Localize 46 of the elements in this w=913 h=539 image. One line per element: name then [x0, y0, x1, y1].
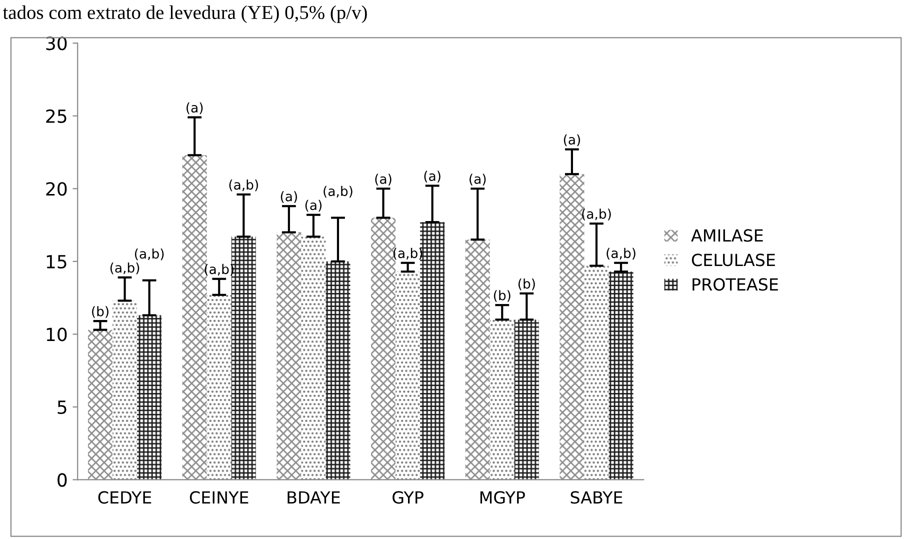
x-tick-label: SABYE	[570, 491, 622, 504]
bar	[88, 330, 113, 480]
legend-label: CELULASE	[692, 254, 775, 266]
bar	[137, 315, 162, 480]
x-tick-label: CEINYE	[190, 491, 248, 504]
bar	[490, 320, 514, 480]
annotation: (a)	[375, 174, 392, 186]
bar	[396, 272, 420, 480]
x-tick-label: CEDYE	[98, 491, 152, 504]
y-tick-label: 20	[46, 182, 67, 196]
annotation: (a,b)	[606, 248, 636, 260]
annotation: (a,b)	[134, 248, 164, 260]
y-tick-label: 0	[58, 473, 67, 487]
legend-label: PROTEASE	[692, 278, 778, 291]
annotation: (a)	[186, 102, 203, 114]
annotation: (b)	[494, 290, 510, 302]
bar	[465, 240, 490, 480]
annotation: (a)	[305, 200, 322, 212]
annotation: (b)	[518, 278, 535, 290]
bar	[112, 300, 138, 480]
y-tick-label: 15	[46, 255, 66, 269]
annotation: (a)	[470, 174, 486, 186]
bar	[584, 266, 609, 480]
annotation: (b)	[92, 306, 108, 318]
bar	[514, 320, 539, 480]
annotation: (a)	[280, 191, 297, 203]
bar	[301, 236, 326, 480]
x-tick-label: GYP	[392, 491, 424, 504]
annotation: (a)	[424, 170, 440, 183]
bar	[206, 294, 232, 480]
annotation: (a)	[564, 134, 580, 146]
x-tick-label: MGYP	[480, 491, 525, 504]
annotation: (a,b)	[582, 208, 611, 220]
bar	[326, 261, 350, 480]
y-tick-label: 25	[46, 109, 66, 123]
legend-label: AMILASE	[691, 229, 763, 242]
x-tick-label: BDAYE	[288, 491, 340, 504]
bar	[276, 232, 302, 480]
chart-title: tados com extrato de levedura (YE) 0,5% (p/v)	[2, 5, 367, 24]
y-tick-label: 10	[46, 328, 67, 342]
y-tick-label: 5	[58, 400, 66, 414]
bar	[608, 272, 634, 480]
annotation: (a,b)	[229, 180, 258, 192]
annotation: (a,b)	[324, 186, 352, 198]
annotation: (a,b)	[393, 248, 422, 260]
annotation: (a,b)	[110, 262, 140, 274]
